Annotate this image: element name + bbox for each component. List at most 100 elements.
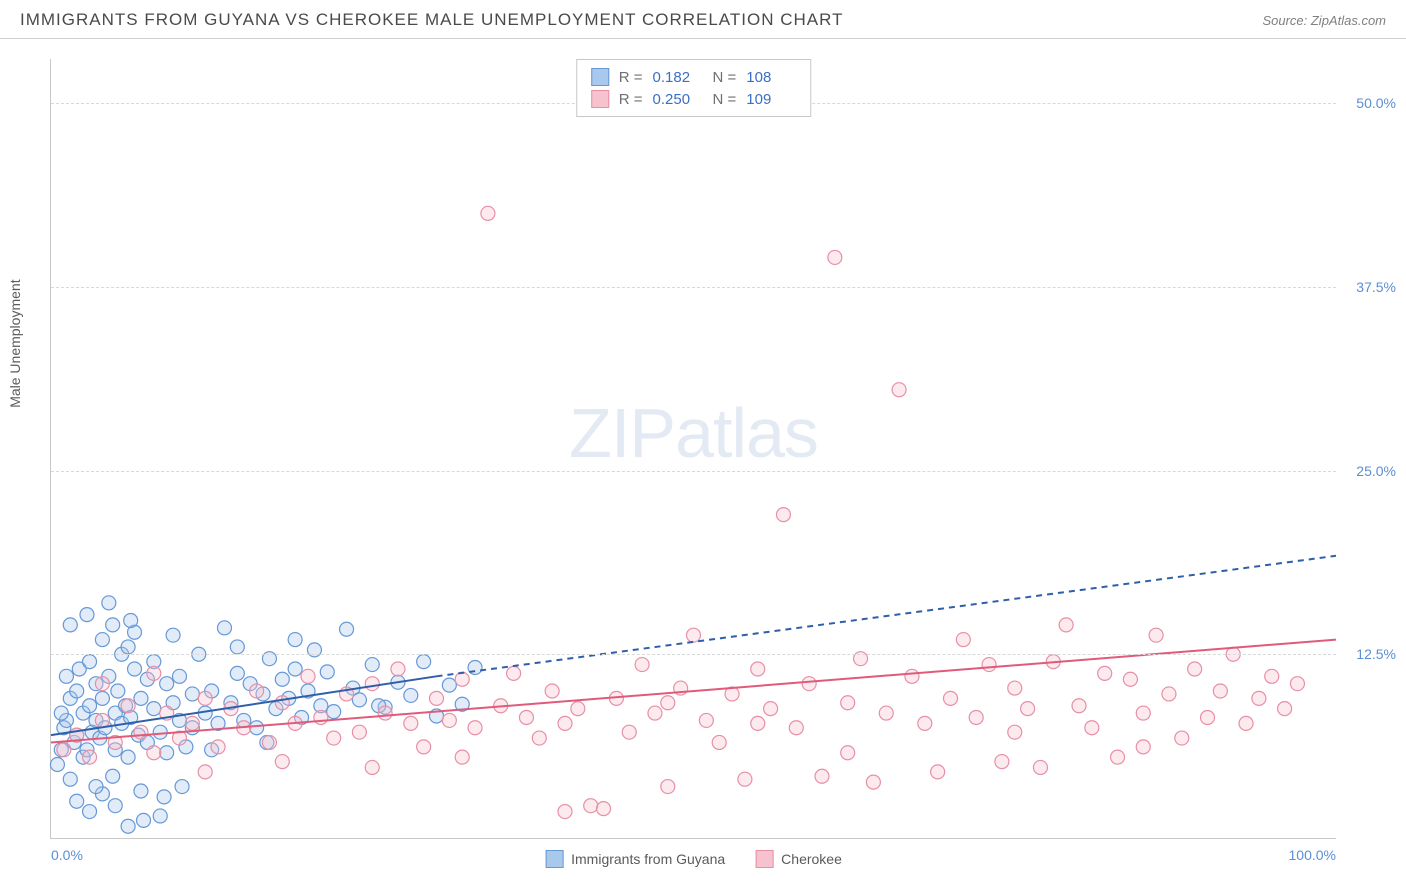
scatter-point-cherokee — [1162, 687, 1176, 701]
correlation-legend: R = 0.182 N = 108 R = 0.250 N = 109 — [576, 59, 812, 117]
scatter-point-cherokee — [147, 746, 161, 760]
scatter-point-cherokee — [738, 772, 752, 786]
gridline — [51, 654, 1336, 655]
scatter-point-cherokee — [1149, 628, 1163, 642]
scatter-point-cherokee — [571, 702, 585, 716]
scatter-point-guyana — [153, 809, 167, 823]
scatter-point-guyana — [320, 665, 334, 679]
scatter-point-cherokee — [1136, 706, 1150, 720]
legend-label-guyana: Immigrants from Guyana — [571, 851, 725, 867]
scatter-point-cherokee — [481, 206, 495, 220]
scatter-point-cherokee — [751, 662, 765, 676]
scatter-point-cherokee — [661, 696, 675, 710]
scatter-point-cherokee — [1239, 716, 1253, 730]
scatter-point-guyana — [121, 819, 135, 833]
scatter-point-cherokee — [430, 691, 444, 705]
scatter-point-guyana — [108, 799, 122, 813]
scatter-point-cherokee — [828, 250, 842, 264]
source-attribution: Source: ZipAtlas.com — [1262, 13, 1386, 28]
scatter-point-guyana — [288, 633, 302, 647]
scatter-point-cherokee — [597, 802, 611, 816]
scatter-point-cherokee — [275, 755, 289, 769]
scatter-point-cherokee — [121, 699, 135, 713]
scatter-point-cherokee — [918, 716, 932, 730]
scatter-point-guyana — [134, 691, 148, 705]
scatter-point-guyana — [128, 662, 142, 676]
scatter-point-cherokee — [1033, 760, 1047, 774]
scatter-point-guyana — [83, 805, 97, 819]
scatter-point-cherokee — [944, 691, 958, 705]
scatter-point-guyana — [160, 677, 174, 691]
n-label: N = — [713, 91, 737, 108]
scatter-point-guyana — [54, 706, 68, 720]
scatter-point-cherokee — [622, 725, 636, 739]
scatter-point-cherokee — [57, 743, 71, 757]
scatter-point-cherokee — [327, 731, 341, 745]
scatter-point-guyana — [106, 618, 120, 632]
scatter-point-cherokee — [507, 666, 521, 680]
scatter-point-guyana — [175, 780, 189, 794]
scatter-point-guyana — [89, 780, 103, 794]
scatter-point-guyana — [217, 621, 231, 635]
r-label: R = — [619, 91, 643, 108]
legend-label-cherokee: Cherokee — [781, 851, 842, 867]
scatter-point-cherokee — [776, 508, 790, 522]
chart-title: IMMIGRANTS FROM GUYANA VS CHEROKEE MALE … — [20, 10, 843, 30]
scatter-point-cherokee — [468, 721, 482, 735]
scatter-point-cherokee — [532, 731, 546, 745]
scatter-point-cherokee — [1265, 669, 1279, 683]
scatter-point-guyana — [442, 678, 456, 692]
scatter-point-cherokee — [584, 799, 598, 813]
scatter-point-cherokee — [275, 696, 289, 710]
scatter-point-cherokee — [1098, 666, 1112, 680]
scatter-point-cherokee — [661, 780, 675, 794]
scatter-point-cherokee — [879, 706, 893, 720]
legend-item-cherokee: Cherokee — [755, 850, 842, 868]
scatter-point-cherokee — [134, 725, 148, 739]
scatter-point-guyana — [185, 687, 199, 701]
scatter-point-cherokee — [712, 735, 726, 749]
scatter-point-cherokee — [982, 658, 996, 672]
x-tick-label: 0.0% — [51, 847, 83, 863]
scatter-point-guyana — [340, 622, 354, 636]
scatter-point-guyana — [59, 669, 73, 683]
scatter-point-guyana — [121, 750, 135, 764]
scatter-point-guyana — [230, 640, 244, 654]
scatter-point-cherokee — [185, 716, 199, 730]
scatter-point-guyana — [147, 702, 161, 716]
legend-item-guyana: Immigrants from Guyana — [545, 850, 725, 868]
scatter-point-cherokee — [391, 662, 405, 676]
n-value-cherokee: 109 — [746, 91, 796, 108]
scatter-point-cherokee — [764, 702, 778, 716]
scatter-point-guyana — [327, 705, 341, 719]
scatter-point-cherokee — [211, 740, 225, 754]
scatter-point-cherokee — [751, 716, 765, 730]
scatter-point-guyana — [275, 672, 289, 686]
scatter-point-cherokee — [815, 769, 829, 783]
scatter-point-guyana — [160, 746, 174, 760]
scatter-point-guyana — [63, 618, 77, 632]
swatch-guyana-bottom — [545, 850, 563, 868]
scatter-point-guyana — [153, 725, 167, 739]
scatter-point-cherokee — [314, 710, 328, 724]
trendline-dashed-guyana — [437, 556, 1337, 677]
scatter-point-guyana — [95, 633, 109, 647]
swatch-guyana — [591, 68, 609, 86]
scatter-point-cherokee — [1072, 699, 1086, 713]
n-label: N = — [713, 69, 737, 86]
legend-row-cherokee: R = 0.250 N = 109 — [591, 88, 797, 110]
scatter-point-cherokee — [1136, 740, 1150, 754]
scatter-point-guyana — [250, 721, 264, 735]
scatter-point-cherokee — [417, 740, 431, 754]
scatter-point-cherokee — [931, 765, 945, 779]
x-tick-label: 100.0% — [1289, 847, 1336, 863]
gridline — [51, 287, 1336, 288]
scatter-point-guyana — [50, 758, 64, 772]
plot-area: R = 0.182 N = 108 R = 0.250 N = 109 ZIPa… — [50, 59, 1336, 839]
legend-row-guyana: R = 0.182 N = 108 — [591, 66, 797, 88]
scatter-svg — [51, 59, 1336, 838]
scatter-point-cherokee — [687, 628, 701, 642]
scatter-point-cherokee — [1008, 725, 1022, 739]
scatter-point-cherokee — [905, 669, 919, 683]
scatter-point-cherokee — [1085, 721, 1099, 735]
